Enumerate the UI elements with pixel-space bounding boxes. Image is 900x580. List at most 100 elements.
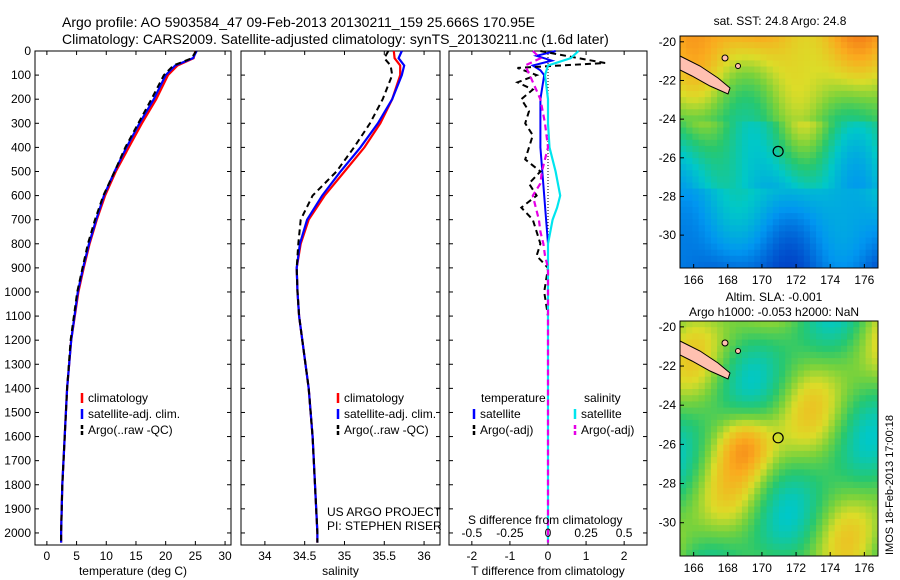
sla_map-cell (717, 506, 724, 514)
sla_map-cell (834, 549, 842, 556)
sla_map-cell (803, 327, 811, 334)
sst_map-ytick-label: -20 (659, 35, 677, 49)
sla_map-cell (859, 370, 867, 378)
sla_map-cell (871, 463, 878, 470)
sst_map-cell (822, 115, 830, 123)
sst_map-cell (686, 182, 693, 190)
sst_map-cell (847, 42, 854, 49)
sst_map-cell (735, 206, 743, 214)
sla_map-cell (772, 333, 780, 341)
sla_map-cell (816, 450, 823, 458)
sla_map-cell (853, 413, 861, 421)
sst_map-cell (865, 249, 873, 257)
sst_map-cell (847, 194, 854, 202)
sst_map-cell (865, 84, 873, 92)
sla_map-cell (723, 364, 731, 372)
sla_map-cell (729, 488, 737, 495)
sla_map-cell (853, 370, 861, 378)
sst_map-cell (760, 121, 768, 129)
sla_map-cell (834, 450, 842, 458)
sla_map-cell (680, 475, 687, 483)
sla_map-cell (735, 339, 743, 347)
sst_map-cell (797, 176, 805, 184)
sla_map-cell (729, 531, 737, 539)
sst_map-cell (692, 48, 700, 55)
sst_map-cell (859, 231, 867, 239)
sla_map-cell (853, 358, 861, 365)
sst_map-cell (822, 237, 830, 245)
sla_map-cell (797, 351, 805, 359)
sla_map-cell (785, 370, 792, 378)
sla_map-cell (686, 481, 693, 489)
sla_map-cell (847, 364, 854, 372)
sst_map-cell (692, 97, 700, 104)
sst_map-cell (871, 164, 878, 171)
sla_map-cell (785, 531, 792, 539)
sst_map-cell (816, 60, 823, 68)
sla_map-cell (847, 401, 854, 409)
sst_map-cell (698, 60, 706, 68)
sst_map-cell (791, 188, 799, 196)
sla_map-cell (717, 518, 724, 526)
sla_map-cell (680, 426, 687, 433)
sla_map-cell (741, 426, 749, 433)
sla_map-cell (760, 457, 768, 464)
sst_map-cell (741, 36, 749, 43)
sst_map-cell (748, 164, 755, 171)
sst_map-cell (803, 60, 811, 68)
sla_map-cell (754, 327, 762, 334)
sla_map-cell (748, 358, 755, 365)
imos-stamp: IMOS 18-Feb-2013 17:00:18 (884, 415, 896, 555)
sst_map-cell (741, 72, 749, 80)
sst_map-cell (772, 84, 780, 92)
sst_map-cell (717, 249, 724, 257)
temperature-ytick-label: 300 (11, 116, 31, 130)
sst_map-cell (828, 103, 836, 110)
sla_map-cell (834, 395, 842, 402)
sst_map-cell (847, 200, 854, 208)
sst_map-cell (748, 188, 755, 196)
sst_map-cell (741, 182, 749, 190)
sla_map-cell (710, 382, 718, 390)
sst_map-cell (717, 103, 724, 110)
sst_map-cell (785, 115, 792, 123)
sla_map-cell (816, 457, 823, 464)
sla_map-cell (834, 333, 842, 341)
sst_map-cell (779, 133, 786, 141)
sst_map-cell (741, 103, 749, 110)
sla_map-cell (822, 457, 830, 464)
sla_map-cell (735, 463, 743, 470)
sla_map-cell (698, 364, 706, 372)
sst_map-cell (785, 42, 792, 49)
sst_map-cell (698, 90, 706, 98)
sla_map-cell (760, 481, 768, 489)
sst_map-cell (698, 237, 706, 245)
sla_map-cell (853, 463, 861, 470)
sst_map-cell (698, 213, 706, 220)
sla_map-cell (865, 413, 873, 421)
sst_map-cell (698, 121, 706, 129)
sla_map-cell (754, 382, 762, 390)
temperature-ytick-label: 100 (11, 68, 31, 82)
sst_map-cell (735, 72, 743, 80)
sst_map-cell (704, 164, 712, 171)
sla_map-cell (847, 450, 854, 458)
sla_map-cell (797, 333, 805, 341)
sla_map-cell (791, 481, 799, 489)
sst_map-cell (698, 219, 706, 226)
sst_map-cell (698, 103, 706, 110)
sla_map-cell (698, 395, 706, 402)
sla_map-cell (785, 432, 792, 440)
sst_map-cell (729, 152, 737, 159)
sla_map-cell (723, 500, 731, 508)
sla_map-cell (686, 419, 693, 427)
sla_map-cell (847, 525, 854, 532)
sst_map-cell (859, 139, 867, 147)
sst_map-cell (834, 182, 842, 190)
sla_map-cell (717, 426, 724, 433)
sla_map-cell (741, 432, 749, 440)
sla_map-cell (704, 351, 712, 359)
sla_map-cell (766, 512, 774, 520)
sla_map-cell (840, 370, 848, 378)
sla_map-cell (865, 494, 873, 501)
